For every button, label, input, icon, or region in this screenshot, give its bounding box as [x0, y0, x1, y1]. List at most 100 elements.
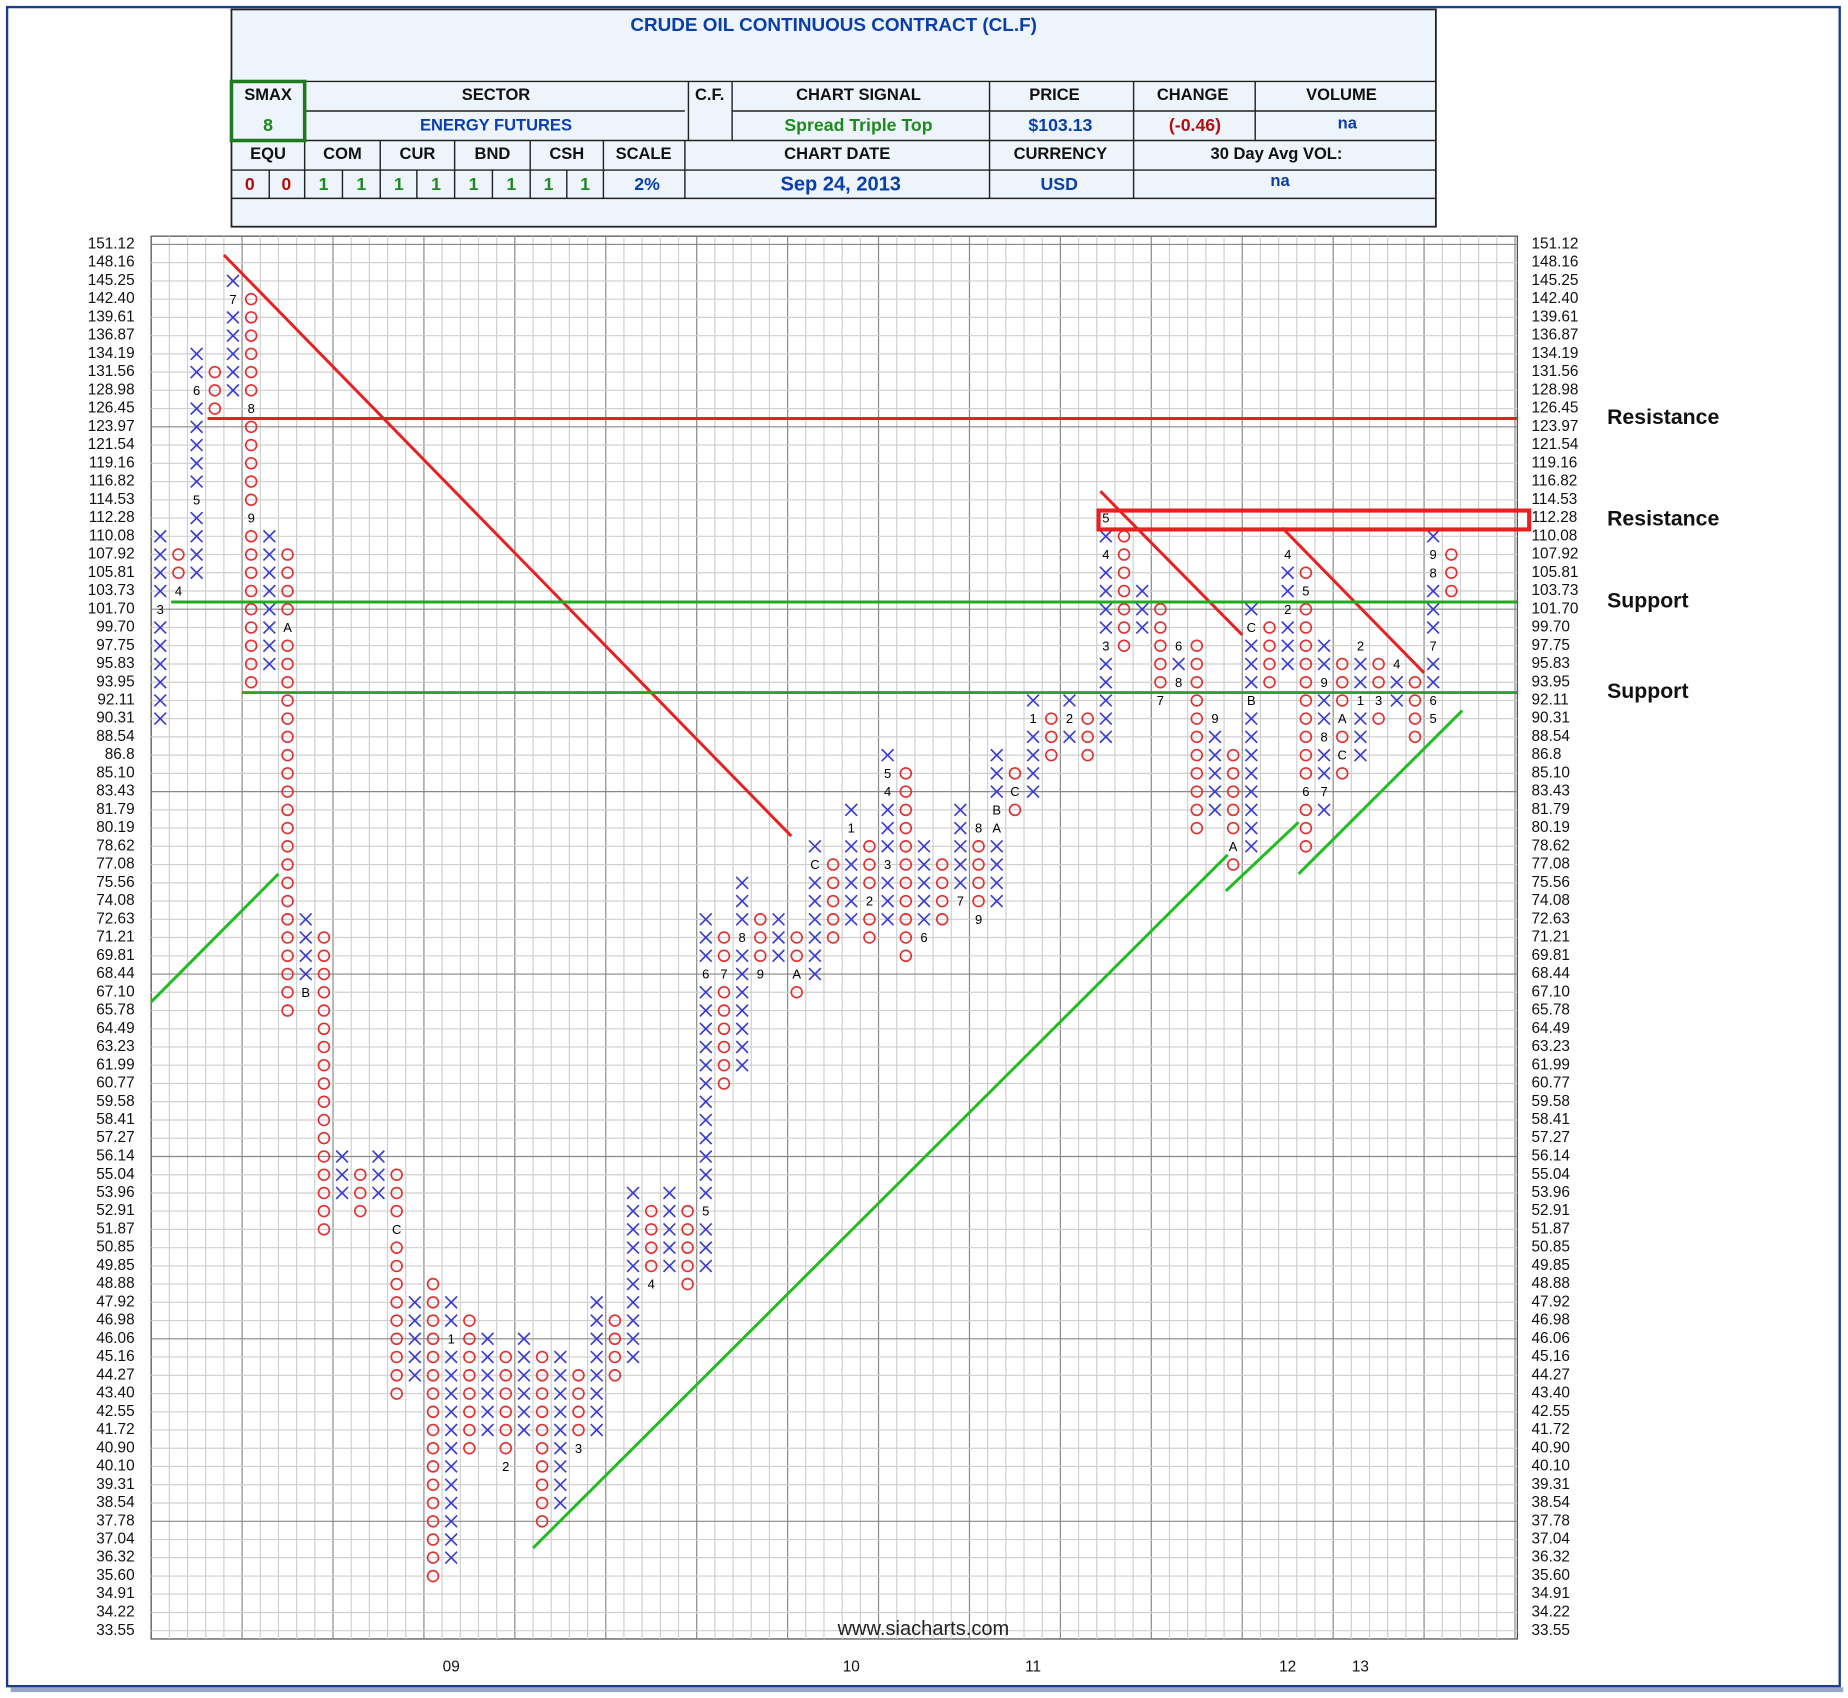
pf-column: 56 — [1299, 566, 1313, 853]
y-tick-label-right: 34.91 — [1532, 1585, 1570, 1602]
pf-column: C — [390, 1168, 403, 1400]
x-box — [1281, 584, 1295, 598]
x-box — [371, 1168, 385, 1182]
x-box — [881, 803, 895, 817]
x-box — [1317, 693, 1331, 707]
flag-label: EQU — [250, 144, 286, 163]
o-box — [317, 1131, 331, 1145]
y-tick-label-right: 80.19 — [1532, 819, 1570, 836]
y-tick-label: 57.27 — [96, 1129, 134, 1146]
o-box — [281, 785, 294, 798]
o-box — [354, 1168, 367, 1181]
month-label: 2 — [1284, 602, 1291, 617]
x-box — [444, 1295, 458, 1309]
y-tick-label: 45.16 — [96, 1348, 134, 1365]
x-box — [408, 1295, 422, 1309]
pf-column: A — [281, 548, 294, 1017]
x-box — [1099, 693, 1113, 707]
o-box — [463, 1350, 476, 1364]
o-box — [244, 530, 258, 543]
pf-column — [553, 1350, 567, 1510]
smax-value: 8 — [263, 115, 273, 135]
x-box — [444, 1423, 458, 1437]
o-box — [644, 1204, 658, 1218]
y-tick-label-right: 88.54 — [1532, 728, 1571, 745]
x-box — [262, 639, 276, 653]
o-box — [1299, 621, 1313, 634]
month-label: 7 — [1430, 638, 1437, 653]
y-tick-label-right: 139.61 — [1532, 308, 1579, 325]
x-box — [1099, 712, 1113, 726]
o-box — [1117, 566, 1131, 579]
x-box — [699, 1168, 713, 1182]
y-tick-label-right: 95.83 — [1532, 655, 1570, 672]
pf-column: 3 — [153, 529, 167, 726]
o-box — [281, 1004, 294, 1017]
y-tick-label-right: 51.87 — [1532, 1220, 1570, 1237]
o-box — [1299, 712, 1313, 725]
level-label: Resistance — [1607, 507, 1719, 531]
x-box — [1281, 657, 1295, 671]
x-box — [735, 1058, 749, 1072]
o-box — [935, 858, 949, 871]
o-box — [281, 548, 294, 561]
sector-value: ENERGY FUTURES — [420, 116, 572, 135]
x-box — [1172, 657, 1186, 671]
o-box — [1154, 657, 1167, 671]
o-box — [281, 584, 294, 598]
x-box — [517, 1350, 531, 1364]
flag-value: 1 — [394, 174, 404, 194]
x-box — [226, 329, 240, 343]
change-value: (-0.46) — [1169, 115, 1221, 135]
o-box — [717, 1058, 731, 1072]
month-label: 6 — [1175, 638, 1182, 653]
o-box — [244, 621, 258, 634]
o-box — [317, 1223, 331, 1236]
o-box — [244, 365, 258, 379]
x-box — [626, 1277, 640, 1291]
x-box — [1353, 730, 1367, 744]
o-box — [826, 913, 840, 926]
x-box — [1026, 766, 1040, 780]
x-box — [371, 1150, 385, 1163]
pf-column: BA — [990, 748, 1004, 908]
month-label: 4 — [175, 584, 182, 599]
flag-value: 1 — [356, 174, 366, 194]
month-label: C — [810, 857, 819, 872]
o-box — [390, 1277, 403, 1291]
o-box — [1445, 566, 1458, 579]
o-box — [244, 657, 258, 671]
header-box — [230, 8, 1437, 228]
y-tick-label: 38.54 — [96, 1494, 135, 1511]
x-box — [699, 1095, 713, 1109]
o-box — [281, 694, 294, 707]
o-box — [1226, 858, 1240, 871]
y-tick-label-right: 77.08 — [1532, 856, 1570, 873]
x-box — [808, 930, 822, 944]
flag-value: 1 — [506, 174, 516, 194]
o-box — [1117, 548, 1131, 561]
pf-column: 7 — [226, 274, 240, 397]
pf-column: 21 — [1353, 638, 1367, 762]
x-box — [917, 912, 931, 926]
y-tick-label-right: 103.73 — [1532, 582, 1579, 599]
y-tick-label-right: 64.49 — [1532, 1020, 1570, 1037]
o-box — [426, 1460, 440, 1473]
x-box — [990, 785, 1004, 799]
pf-column — [626, 1186, 640, 1364]
x-box — [917, 839, 931, 853]
x-box — [1244, 821, 1258, 835]
x-box — [953, 803, 967, 817]
x-year-label: 12 — [1279, 1658, 1296, 1675]
x-box — [153, 675, 167, 689]
y-tick-label: 56.14 — [96, 1148, 135, 1165]
flag-value: 1 — [580, 174, 590, 194]
y-tick-label-right: 46.06 — [1532, 1330, 1570, 1347]
month-label: 1 — [1357, 693, 1364, 708]
y-tick-label: 59.58 — [96, 1093, 134, 1110]
o-box — [535, 1496, 549, 1510]
y-tick-label-right: 33.55 — [1532, 1622, 1570, 1639]
o-box — [390, 1332, 403, 1346]
o-box — [499, 1350, 513, 1364]
y-tick-label-right: 142.40 — [1532, 290, 1579, 307]
